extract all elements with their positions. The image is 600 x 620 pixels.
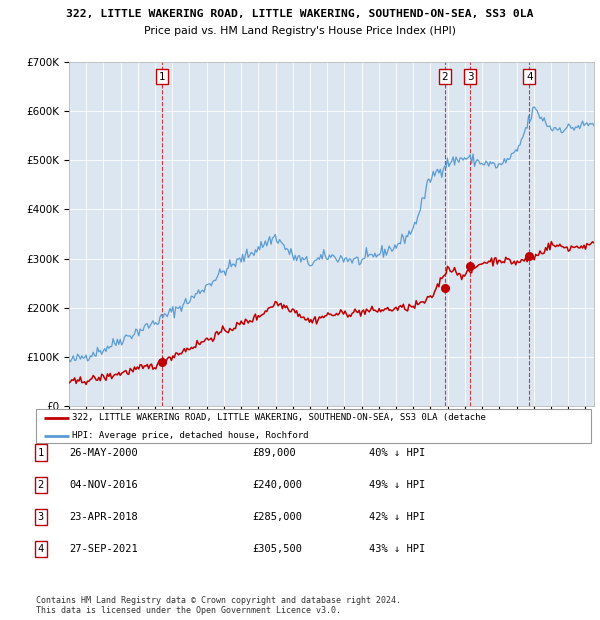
Text: 04-NOV-2016: 04-NOV-2016 [69,480,138,490]
Text: Contains HM Land Registry data © Crown copyright and database right 2024.
This d: Contains HM Land Registry data © Crown c… [36,596,401,615]
Text: 2: 2 [38,480,44,490]
FancyBboxPatch shape [36,409,591,443]
Text: 322, LITTLE WAKERING ROAD, LITTLE WAKERING, SOUTHEND-ON-SEA, SS3 0LA (detache: 322, LITTLE WAKERING ROAD, LITTLE WAKERI… [72,413,486,422]
Text: 4: 4 [526,72,533,82]
Text: 27-SEP-2021: 27-SEP-2021 [69,544,138,554]
Text: 4: 4 [38,544,44,554]
Text: £305,500: £305,500 [252,544,302,554]
Text: 43% ↓ HPI: 43% ↓ HPI [369,544,425,554]
Text: 23-APR-2018: 23-APR-2018 [69,512,138,522]
Text: HPI: Average price, detached house, Rochford: HPI: Average price, detached house, Roch… [72,432,308,440]
Text: £89,000: £89,000 [252,448,296,458]
Text: 1: 1 [38,448,44,458]
Text: 26-MAY-2000: 26-MAY-2000 [69,448,138,458]
Text: Price paid vs. HM Land Registry's House Price Index (HPI): Price paid vs. HM Land Registry's House … [144,26,456,36]
Text: 3: 3 [38,512,44,522]
Text: 49% ↓ HPI: 49% ↓ HPI [369,480,425,490]
Text: 1: 1 [158,72,165,82]
Text: 42% ↓ HPI: 42% ↓ HPI [369,512,425,522]
Text: 3: 3 [467,72,473,82]
Text: £285,000: £285,000 [252,512,302,522]
Text: 2: 2 [442,72,448,82]
Text: 40% ↓ HPI: 40% ↓ HPI [369,448,425,458]
Text: 322, LITTLE WAKERING ROAD, LITTLE WAKERING, SOUTHEND-ON-SEA, SS3 0LA: 322, LITTLE WAKERING ROAD, LITTLE WAKERI… [66,9,534,19]
Text: £240,000: £240,000 [252,480,302,490]
